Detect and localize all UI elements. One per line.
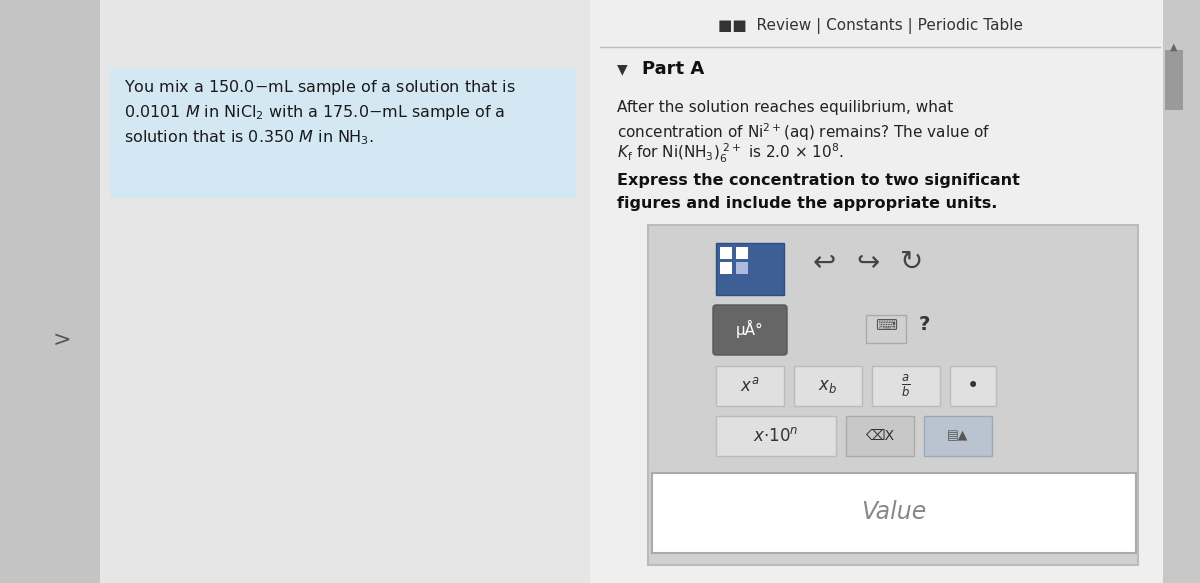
FancyBboxPatch shape: [846, 416, 914, 456]
Text: 0.0101 $M$ in NiCl$_2$ with a 175.0$-$mL sample of a: 0.0101 $M$ in NiCl$_2$ with a 175.0$-$mL…: [124, 103, 505, 122]
FancyBboxPatch shape: [110, 68, 576, 198]
Text: ▤▲: ▤▲: [947, 430, 968, 442]
Text: Express the concentration to two significant: Express the concentration to two signifi…: [617, 173, 1020, 188]
FancyBboxPatch shape: [736, 247, 748, 259]
FancyBboxPatch shape: [716, 416, 836, 456]
FancyBboxPatch shape: [924, 416, 992, 456]
FancyBboxPatch shape: [0, 0, 100, 583]
Text: $\frac{a}{b}$: $\frac{a}{b}$: [901, 373, 911, 399]
Text: ■■  Review | Constants | Periodic Table: ■■ Review | Constants | Periodic Table: [718, 18, 1022, 34]
FancyBboxPatch shape: [648, 225, 1138, 565]
Text: concentration of Ni$^{2+}$(aq) remains? The value of: concentration of Ni$^{2+}$(aq) remains? …: [617, 121, 990, 143]
Text: figures and include the appropriate units.: figures and include the appropriate unit…: [617, 196, 997, 211]
Text: >: >: [53, 330, 71, 350]
Text: μÅ°: μÅ°: [736, 320, 764, 338]
Text: ↪: ↪: [857, 248, 880, 276]
Text: $x^a$: $x^a$: [740, 377, 760, 395]
FancyBboxPatch shape: [794, 366, 862, 406]
FancyBboxPatch shape: [1163, 0, 1186, 583]
Text: $x_b$: $x_b$: [818, 377, 838, 395]
FancyBboxPatch shape: [590, 0, 1165, 583]
FancyBboxPatch shape: [1165, 50, 1183, 110]
Text: After the solution reaches equilibrium, what: After the solution reaches equilibrium, …: [617, 100, 953, 115]
FancyBboxPatch shape: [713, 305, 787, 355]
FancyBboxPatch shape: [872, 366, 940, 406]
FancyBboxPatch shape: [866, 315, 906, 343]
Text: ?: ?: [918, 315, 930, 334]
Text: ▼: ▼: [617, 62, 628, 76]
Text: $K_\mathrm{f}$ for Ni(NH$_3$)$_6^{\ 2+}$ is 2.0 $\times$ 10$^8$.: $K_\mathrm{f}$ for Ni(NH$_3$)$_6^{\ 2+}$…: [617, 142, 844, 165]
FancyBboxPatch shape: [100, 0, 590, 583]
Text: ⌫X: ⌫X: [865, 429, 894, 443]
Text: ▲: ▲: [1170, 42, 1177, 52]
FancyBboxPatch shape: [736, 262, 748, 274]
FancyBboxPatch shape: [736, 262, 748, 274]
Text: •: •: [967, 376, 979, 396]
Text: ↩: ↩: [812, 248, 835, 276]
FancyBboxPatch shape: [720, 247, 732, 259]
FancyBboxPatch shape: [950, 366, 996, 406]
FancyBboxPatch shape: [716, 366, 784, 406]
FancyBboxPatch shape: [716, 243, 784, 295]
Text: ⌨: ⌨: [875, 318, 898, 333]
Text: ↻: ↻: [900, 248, 924, 276]
Text: You mix a 150.0$-$mL sample of a solution that is: You mix a 150.0$-$mL sample of a solutio…: [124, 78, 516, 97]
Text: Part A: Part A: [642, 60, 704, 78]
FancyBboxPatch shape: [720, 262, 732, 274]
Text: solution that is 0.350 $M$ in NH$_3$.: solution that is 0.350 $M$ in NH$_3$.: [124, 128, 374, 147]
Text: $x{\cdot}10^n$: $x{\cdot}10^n$: [754, 427, 799, 445]
FancyBboxPatch shape: [652, 473, 1136, 553]
Text: Value: Value: [862, 500, 926, 524]
